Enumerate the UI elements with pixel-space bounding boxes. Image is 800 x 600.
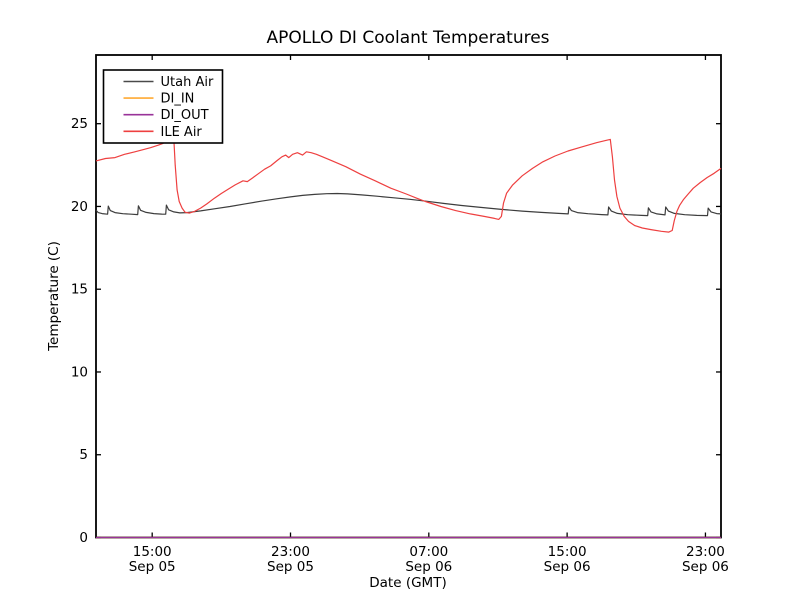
legend-label-di-in: DI_IN (161, 92, 195, 107)
x-tick-date-label: Sep 06 (405, 559, 452, 575)
legend-box (102, 69, 224, 144)
y-tick-label: 10 (71, 364, 88, 380)
y-axis-label: Temperature (C) (46, 241, 62, 352)
chart-title: APOLLO DI Coolant Temperatures (266, 28, 549, 48)
legend-item-di-out: DI_OUT (123, 108, 209, 123)
x-tick-time-label: 07:00 (409, 544, 448, 560)
x-axis-label: Date (GMT) (369, 575, 446, 591)
legend-item-utah-air: Utah Air (123, 75, 214, 90)
x-tick-time-label: 23:00 (686, 544, 725, 560)
legend-label-di-out: DI_OUT (161, 108, 209, 123)
legend-item-di-in: DI_IN (123, 92, 195, 107)
x-tick-time-label: 15:00 (133, 544, 172, 560)
series-line-ile-air (95, 133, 722, 233)
x-tick-date-label: Sep 06 (682, 559, 729, 575)
y-tick-label: 0 (79, 530, 88, 546)
x-tick-date-label: Sep 06 (544, 559, 591, 575)
x-tick-time-label: 15:00 (548, 544, 587, 560)
x-tick-date-label: Sep 05 (129, 559, 176, 575)
x-tick-time-label: 23:00 (271, 544, 310, 560)
legend-label-utah-air: Utah Air (161, 75, 214, 90)
series-line-utah-air (95, 192, 722, 217)
y-tick-label: 25 (71, 116, 88, 132)
legend-item-ile-air: ILE Air (123, 125, 203, 140)
x-tick-date-label: Sep 05 (267, 559, 314, 575)
legend-label-ile-air: ILE Air (161, 125, 203, 140)
y-tick-label: 20 (71, 199, 88, 215)
y-tick-label: 15 (71, 282, 88, 298)
y-tick-label: 5 (79, 447, 88, 463)
